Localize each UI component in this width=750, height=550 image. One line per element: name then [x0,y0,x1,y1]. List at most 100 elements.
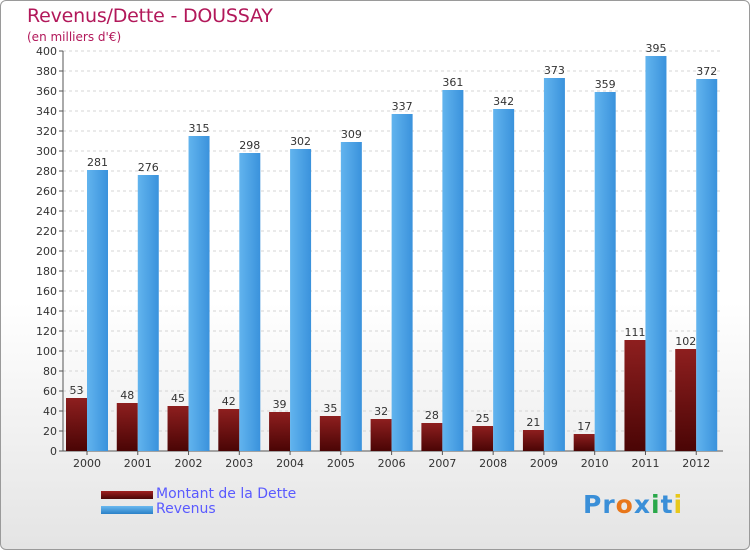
y-tick-label: 40 [43,405,57,418]
y-tick-label: 260 [36,185,57,198]
x-tick-label: 2003 [225,457,253,470]
y-tick-label: 220 [36,225,57,238]
y-tick-label: 340 [36,105,57,118]
y-tick-label: 400 [36,45,57,58]
y-tick-label: 300 [36,145,57,158]
bar-revenus [188,136,210,451]
bar-revenus [137,175,159,451]
x-tick-label: 2006 [378,457,406,470]
y-tick-label: 160 [36,285,57,298]
data-label-revenus: 359 [595,78,616,91]
x-tick-label: 2010 [581,457,609,470]
bar-dette [66,398,87,451]
bar-dette [116,403,138,451]
x-tick-label: 2011 [631,457,659,470]
bar-dette [319,416,341,451]
y-tick-label: 100 [36,345,57,358]
y-tick-label: 20 [43,425,57,438]
bar-dette [675,349,697,451]
data-label-dette: 111 [624,326,645,339]
logo-letter: i [651,490,661,519]
bar-revenus [290,149,312,451]
bar-revenus [340,142,362,451]
bar-dette [167,406,189,451]
y-tick-label: 140 [36,305,57,318]
legend-swatch-dette [101,491,153,499]
bar-dette [624,340,646,451]
y-tick-label: 80 [43,365,57,378]
y-tick-label: 200 [36,245,57,258]
logo-letter: r [602,490,616,519]
y-tick-label: 320 [36,125,57,138]
data-label-dette: 45 [171,392,185,405]
bar-dette [522,430,544,451]
y-tick-label: 120 [36,325,57,338]
x-tick-label: 2008 [479,457,507,470]
x-tick-label: 2007 [428,457,456,470]
data-label-revenus: 315 [189,122,210,135]
data-label-revenus: 395 [645,42,666,55]
x-tick-label: 2004 [276,457,304,470]
logo-letter: P [583,490,603,519]
chart-subtitle: (en milliers d'€) [27,30,122,44]
x-tick-label: 2000 [73,457,101,470]
data-label-dette: 42 [222,395,236,408]
bar-revenus [645,56,667,451]
data-label-dette: 102 [675,335,696,348]
bar-revenus [543,78,565,451]
legend-swatch-revenus [101,506,153,514]
y-tick-label: 60 [43,385,57,398]
x-tick-label: 2005 [327,457,355,470]
bar-dette [218,409,240,451]
data-label-revenus: 361 [442,76,463,89]
bar-revenus [493,109,515,451]
y-tick-label: 0 [50,445,57,458]
y-tick-label: 380 [36,65,57,78]
data-label-revenus: 302 [290,135,311,148]
data-label-revenus: 276 [138,161,159,174]
bar-dette [472,426,494,451]
bar-revenus [239,153,261,451]
data-label-revenus: 298 [239,139,260,152]
bar-dette [573,434,595,451]
data-label-revenus: 372 [696,65,717,78]
x-tick-label: 2002 [175,457,203,470]
data-label-dette: 39 [273,398,287,411]
bar-revenus [391,114,413,451]
data-label-dette: 28 [425,409,439,422]
data-label-dette: 32 [374,405,388,418]
bar-revenus [696,79,718,451]
bar-dette [370,419,392,451]
y-tick-label: 280 [36,165,57,178]
bar-dette [269,412,291,451]
bar-revenus [594,92,616,451]
logo-letter: x [633,490,651,519]
logo-letter: t [660,490,674,519]
data-label-dette: 17 [577,420,591,433]
data-label-revenus: 373 [544,64,565,77]
y-tick-label: 360 [36,85,57,98]
bar-dette [421,423,443,451]
y-tick-label: 180 [36,265,57,278]
data-label-revenus: 309 [341,128,362,141]
logo-letter: o [615,490,634,519]
y-tick-label: 240 [36,205,57,218]
data-label-dette: 35 [323,402,337,415]
chart-title: Revenus/Dette - DOUSSAY [27,5,273,27]
legend-label-revenus: Revenus [156,501,216,517]
bar-revenus [442,90,464,451]
data-label-revenus: 342 [493,95,514,108]
proxiti-logo: Proxiti [583,490,683,519]
data-label-dette: 53 [70,384,84,397]
x-tick-label: 2012 [682,457,710,470]
data-label-dette: 21 [526,416,540,429]
data-label-revenus: 281 [87,156,108,169]
logo-letter: i [673,490,684,519]
data-label-revenus: 337 [392,100,413,113]
x-tick-label: 2009 [530,457,558,470]
data-label-dette: 48 [120,389,134,402]
legend-label-dette: Montant de la Dette [156,486,297,502]
bar-revenus [87,170,108,451]
